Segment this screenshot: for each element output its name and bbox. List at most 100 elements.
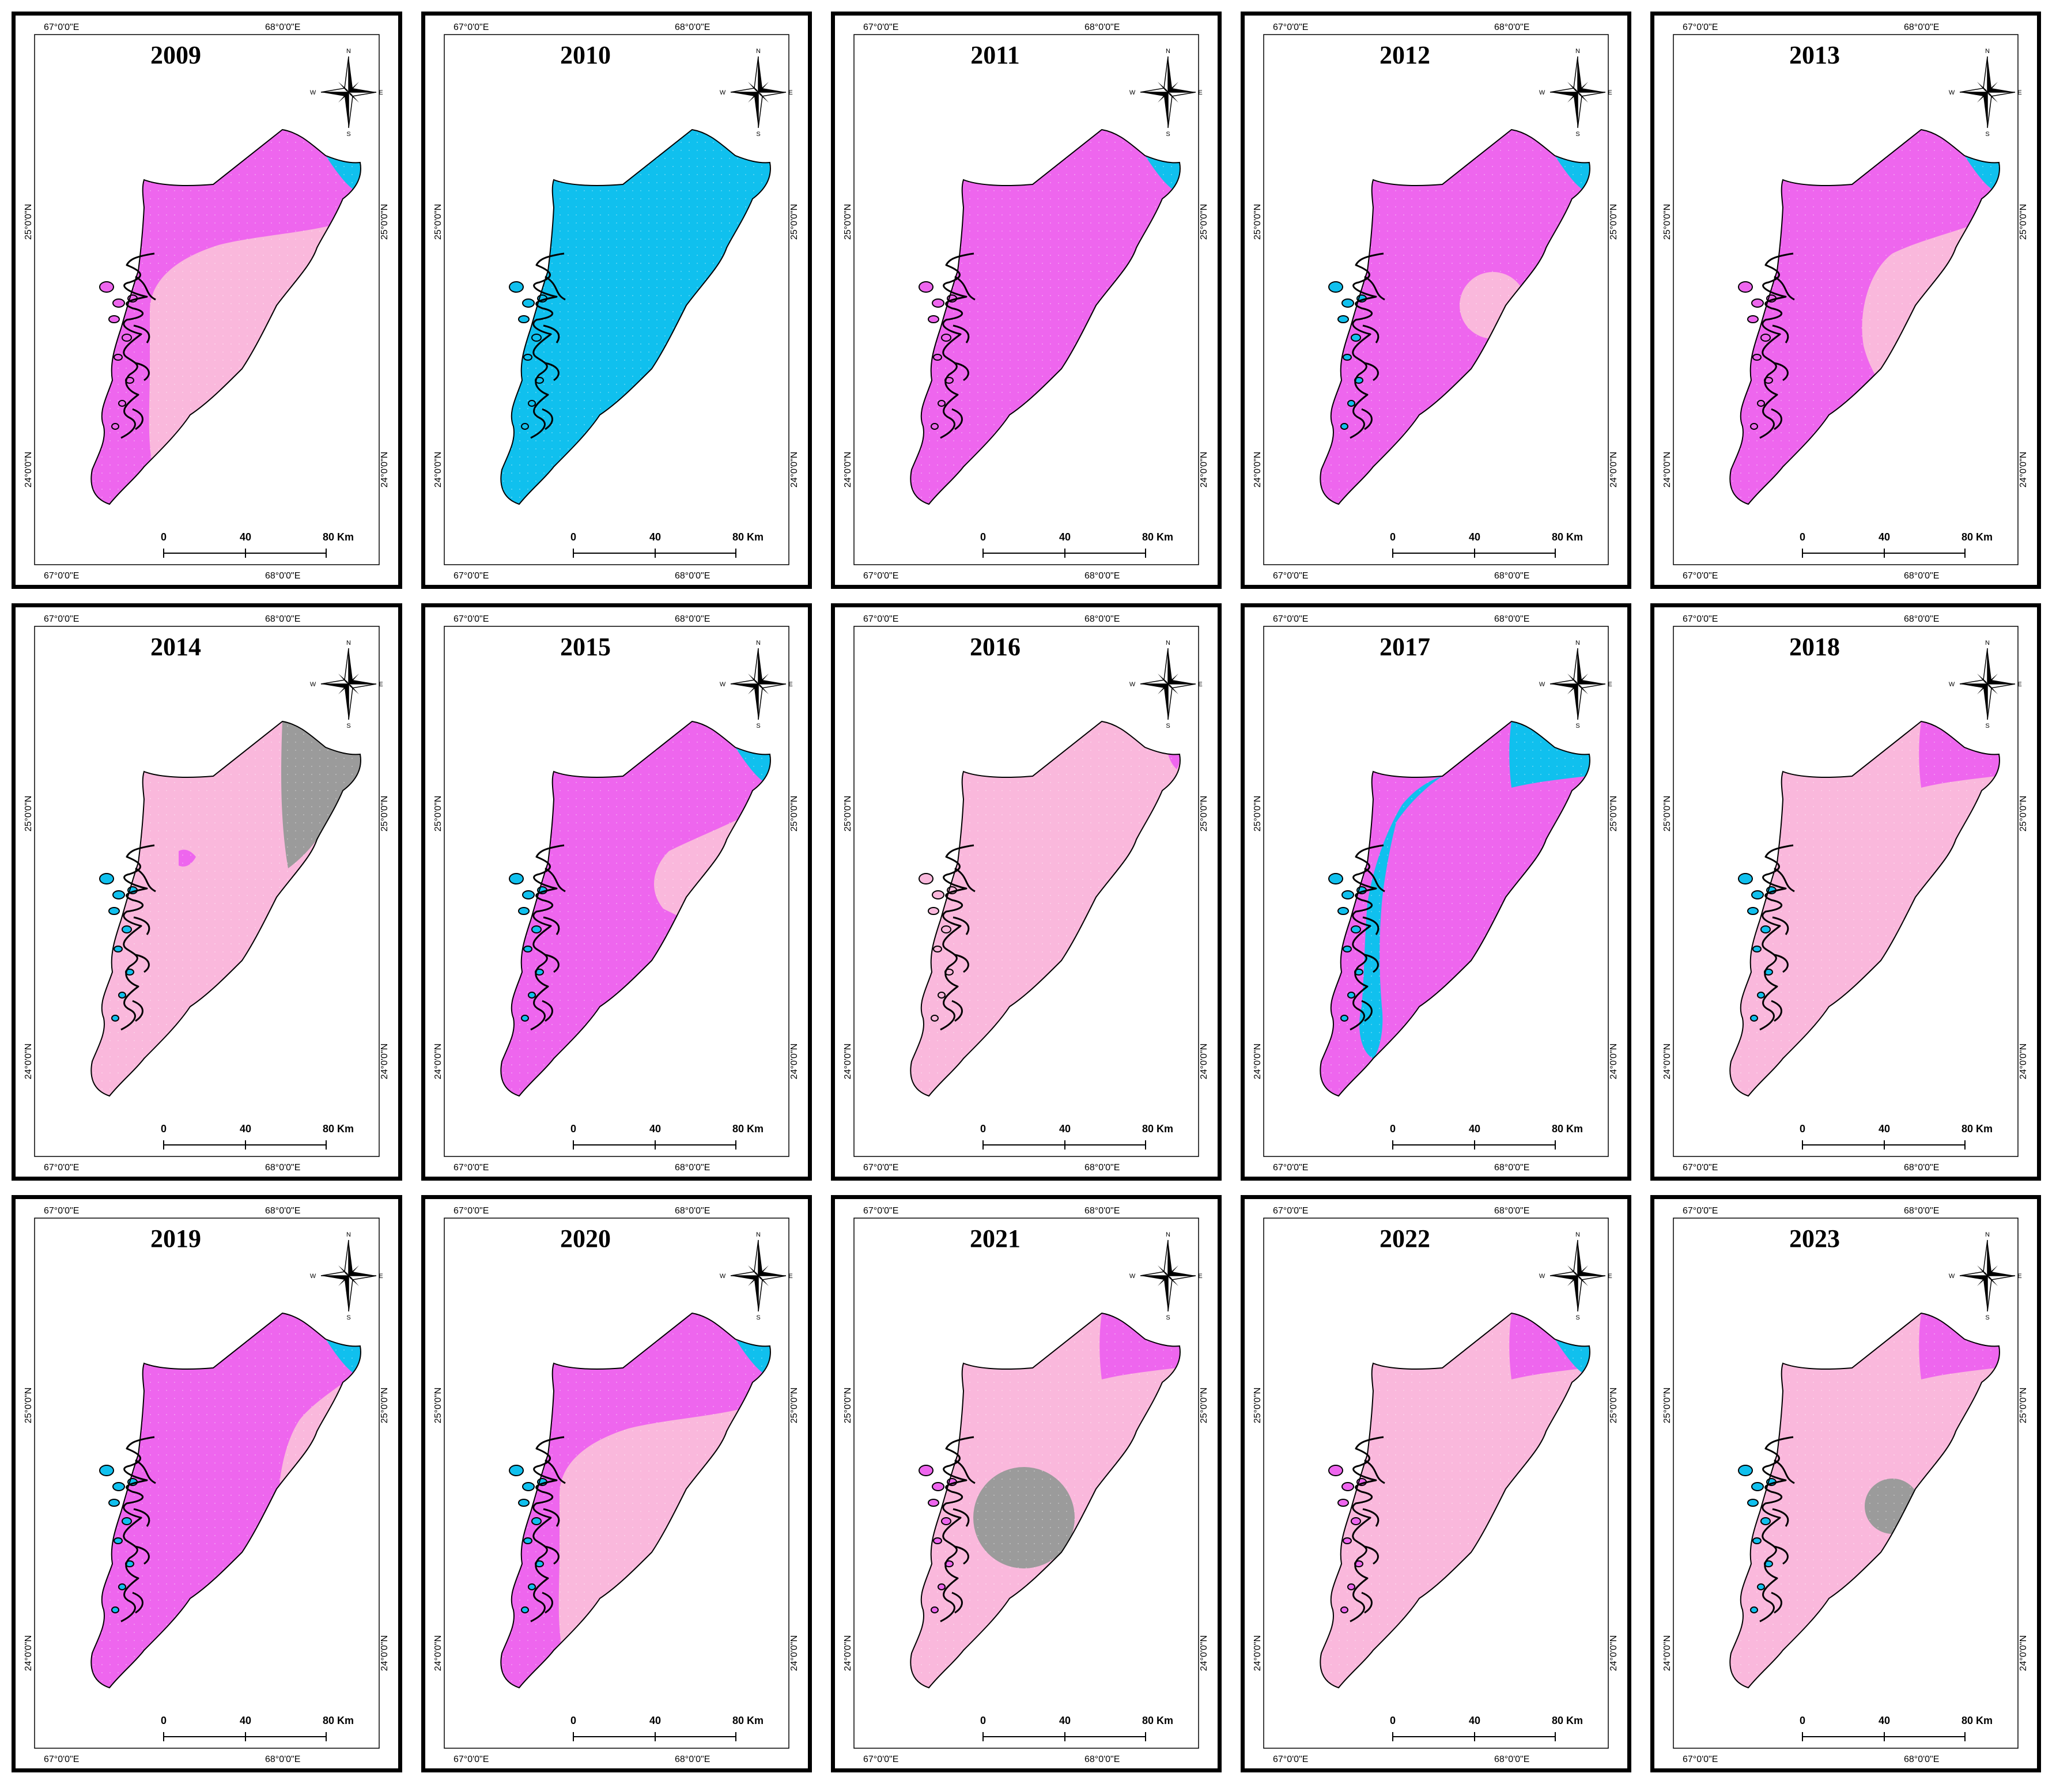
left-latitude-label: 25°0'0"N [433,796,443,831]
svg-text:W: W [310,89,316,96]
north-arrow-compass-icon: N S E W [1949,640,2022,729]
map-svg-2015: 67°0'0"E 68°0'0"E 67°0'0"E 68°0'0"E 25°0'0"N… [433,614,799,1173]
top-longitude-label: 68°0'0"E [675,614,710,624]
region-outline [910,720,1181,1097]
left-latitude-label: 25°0'0"N [24,1388,33,1423]
bottom-longitude-label: 67°0'0"E [1273,1755,1308,1764]
svg-text:E: E [2017,1273,2021,1280]
top-longitude-label: 68°0'0"E [1084,22,1120,32]
svg-text:0: 0 [161,1715,167,1726]
right-latitude-label: 24°0'0"N [1199,1044,1209,1079]
north-arrow-compass-icon: N S E W [1129,640,1203,729]
top-longitude-label: 68°0'0"E [1904,22,1939,32]
svg-text:N: N [1575,48,1580,55]
left-latitude-label: 25°0'0"N [1662,1388,1672,1423]
right-latitude-label: 25°0'0"N [1609,204,1619,240]
region-outline [500,128,771,505]
north-arrow-compass-icon: N S E W [1129,48,1203,138]
left-latitude-label: 25°0'0"N [1662,796,1672,831]
scale-bar: 0 40 80 Km [570,1715,764,1741]
region-outline [1729,1312,2000,1689]
map-panel-2022: 67°0'0"E 68°0'0"E 67°0'0"E 68°0'0"E 25°0'0"N… [1241,1195,1631,1772]
bottom-longitude-label: 68°0'0"E [1084,1755,1120,1764]
svg-text:S: S [1575,1314,1579,1321]
top-longitude-label: 68°0'0"E [1494,1206,1529,1216]
svg-text:S: S [756,1314,760,1321]
right-latitude-label: 24°0'0"N [1609,1635,1619,1671]
scale-bar: 0 40 80 Km [570,1123,764,1150]
svg-text:N: N [756,48,761,55]
bottom-longitude-label: 68°0'0"E [1904,1755,1939,1764]
right-latitude-label: 25°0'0"N [2019,796,2028,831]
north-arrow-compass-icon: N S E W [720,640,793,729]
coastal-creeks [919,1436,976,1623]
map-panel-2019: 67°0'0"E 68°0'0"E 67°0'0"E 68°0'0"E 25°0'0"N… [12,1195,402,1772]
region-outline [1729,128,2000,505]
svg-text:W: W [310,1273,316,1280]
panel-year-title: 2018 [1789,633,1840,661]
panel-year-title: 2021 [970,1224,1021,1253]
top-longitude-label: 67°0'0"E [44,614,79,624]
map-panel-2017: 67°0'0"E 68°0'0"E 67°0'0"E 68°0'0"E 25°0'0"N… [1241,603,1631,1181]
right-latitude-label: 25°0'0"N [1609,1388,1619,1423]
map-panel-2021: 67°0'0"E 68°0'0"E 67°0'0"E 68°0'0"E 25°0'0"N… [831,1195,1222,1772]
coastal-creeks [509,1436,566,1623]
top-longitude-label: 67°0'0"E [453,1206,489,1216]
neatline [444,34,789,565]
bottom-longitude-label: 68°0'0"E [265,1755,300,1764]
svg-text:0: 0 [980,1715,986,1726]
svg-text:0: 0 [161,531,167,543]
right-latitude-label: 25°0'0"N [789,796,799,831]
top-longitude-label: 68°0'0"E [1084,1206,1120,1216]
svg-text:0: 0 [1800,531,1805,543]
map-svg-2013: 67°0'0"E 68°0'0"E 67°0'0"E 68°0'0"E 25°0'0"N… [1662,22,2028,581]
bottom-longitude-label: 67°0'0"E [44,1755,79,1764]
svg-text:W: W [1539,681,1545,688]
svg-text:W: W [1129,89,1136,96]
north-arrow-compass-icon: N S E W [1129,1231,1203,1321]
map-panel-2012: 67°0'0"E 68°0'0"E 67°0'0"E 68°0'0"E 25°0'0"N… [1241,12,1631,589]
bottom-longitude-label: 68°0'0"E [1494,1755,1529,1764]
top-longitude-label: 67°0'0"E [1683,614,1718,624]
svg-text:N: N [756,1231,761,1238]
svg-text:N: N [1575,640,1580,647]
right-latitude-label: 25°0'0"N [1199,1388,1209,1423]
north-arrow-compass-icon: N S E W [1539,1231,1612,1321]
map-panel-2020: 67°0'0"E 68°0'0"E 67°0'0"E 68°0'0"E 25°0'0"N… [421,1195,812,1772]
svg-text:E: E [788,89,792,96]
top-longitude-label: 68°0'0"E [265,1206,300,1216]
left-latitude-label: 25°0'0"N [1253,796,1263,831]
left-latitude-label: 25°0'0"N [1253,1388,1263,1423]
right-latitude-label: 24°0'0"N [789,1044,799,1079]
left-latitude-label: 25°0'0"N [843,1388,853,1423]
right-latitude-label: 25°0'0"N [380,796,390,831]
scale-bar: 0 40 80 Km [161,1123,354,1150]
svg-text:N: N [756,640,761,647]
scale-bar: 0 40 80 Km [161,1715,354,1741]
svg-text:E: E [1198,1273,1202,1280]
bottom-longitude-label: 68°0'0"E [1084,1163,1120,1173]
panel-year-title: 2009 [150,41,201,69]
left-latitude-label: 25°0'0"N [433,1388,443,1423]
map-svg-2011: 67°0'0"E 68°0'0"E 67°0'0"E 68°0'0"E 25°0'0"N… [843,22,1209,581]
svg-text:40: 40 [649,531,661,543]
neatline [444,626,789,1157]
top-longitude-label: 67°0'0"E [863,22,898,32]
bottom-longitude-label: 68°0'0"E [675,571,710,581]
panel-year-title: 2015 [560,633,611,661]
svg-text:40: 40 [1059,1123,1071,1135]
bottom-longitude-label: 68°0'0"E [1494,571,1529,581]
right-latitude-label: 25°0'0"N [1199,204,1209,240]
map-panel-2015: 67°0'0"E 68°0'0"E 67°0'0"E 68°0'0"E 25°0'0"N… [421,603,812,1181]
svg-text:S: S [1166,1314,1170,1321]
left-latitude-label: 24°0'0"N [843,1044,853,1079]
svg-text:0: 0 [1800,1123,1805,1135]
svg-text:W: W [1949,89,1955,96]
svg-text:80 Km: 80 Km [732,531,764,543]
coastal-creeks [509,252,566,439]
scale-bar: 0 40 80 Km [1390,531,1583,558]
svg-text:N: N [1985,1231,1990,1238]
neatline [34,34,380,565]
svg-text:W: W [1949,1273,1955,1280]
svg-text:80 Km: 80 Km [323,1123,354,1135]
